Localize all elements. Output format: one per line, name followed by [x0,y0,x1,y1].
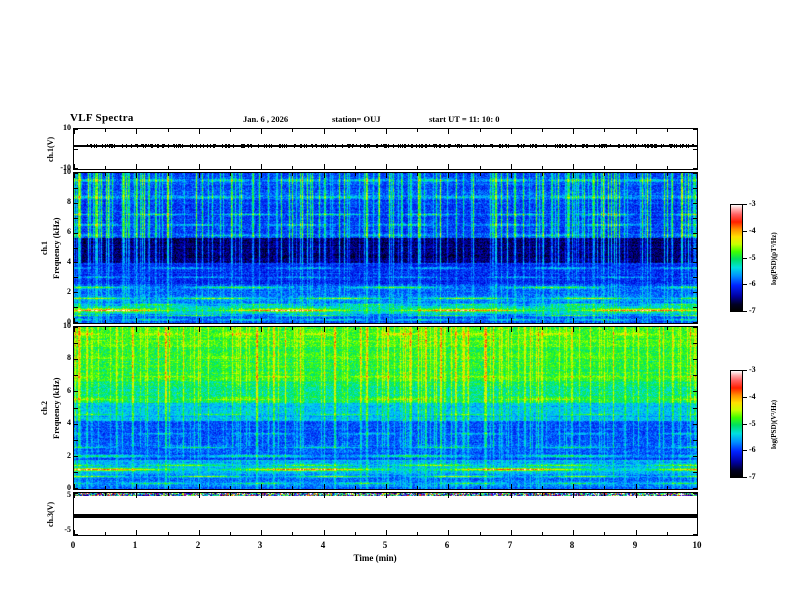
ch3-voltage-trace [74,493,697,535]
ytick-p-ch2s-2: 6 [67,386,71,395]
colorbar-tick-label-1: -4 [749,392,756,401]
colorbar-tick [743,311,747,312]
ch1-voltage-trace [74,129,697,169]
ytick-p-ch1s-5: 0 [67,317,71,326]
xtick-9: 9 [632,540,638,550]
xtick-5: 5 [382,540,388,550]
header-start-ut: start UT = 11: 10: 0 [429,114,500,124]
ytick-p-ch1s-3: 4 [67,257,71,266]
colorbar-tick [743,477,747,478]
ytick-p-ch2s-1: 8 [67,353,71,362]
xtick-0: 0 [70,540,76,550]
ylabel-ch1-channel: ch.1 [40,241,49,255]
ytick-p-ch1s-2: 6 [67,227,71,236]
colorbar-tick [743,231,747,232]
colorbar-tick-label-2: -5 [749,419,756,428]
header-date: Jan. 6 , 2026 [243,114,289,124]
panel-ch2-spectrogram [73,326,698,490]
x-axis-label: Time (min) [353,553,397,563]
xtick-10: 10 [692,540,702,550]
colorbar-tick [743,258,747,259]
ytick-ch3v-top: 5 [67,490,71,499]
colorbar-tick-label-2: -5 [749,253,756,262]
ch2-spectrogram-image [74,327,697,489]
colorbar-ch2: log(PSD)(V²/Hz) -3 -4 -5 -6 -7 [730,365,790,481]
ylabel-ch2-channel: ch.2 [40,401,49,415]
ytick-p-ch1s-1: 8 [67,197,71,206]
xtick-1: 1 [132,540,138,550]
colorbar-tick-label-1: -4 [749,226,756,235]
ch1-spectrogram-image [74,173,697,323]
colorbar-ch1-label: log(PSD)(pT²/Hz) [770,231,778,285]
colorbar-tick-label-4: -7 [749,472,756,481]
colorbar-tick [743,450,747,451]
colorbar-tick-label-4: -7 [749,306,756,315]
ylabel-ch3-voltage: ch.3(V) [46,501,55,527]
colorbar-tick-label-3: -6 [749,279,756,288]
colorbar-tick [743,204,747,205]
colorbar-tick-label-3: -6 [749,445,756,454]
colorbar-ch1-gradient [730,204,743,312]
colorbar-tick-label-0: -3 [749,365,756,374]
ytick-ch1v-bottom: -10 [60,163,71,172]
xtick-2: 2 [195,540,201,550]
xtick-4: 4 [320,540,326,550]
ytick-ch1v-top: 10 [63,123,71,132]
page-title: VLF Spectra [70,112,134,124]
colorbar-ch2-label: log(PSD)(V²/Hz) [770,399,778,449]
ylabel-ch1-voltage: ch.1(V) [46,136,55,162]
xtick-6: 6 [444,540,450,550]
colorbar-ch2-gradient [730,370,743,478]
ytick-p-ch2s-0: 10 [63,321,71,330]
colorbar-tick [743,370,747,371]
ytick-p-ch2s-4: 2 [67,451,71,460]
ytick-p-ch2s-3: 4 [67,418,71,427]
colorbar-tick-label-0: -3 [749,199,756,208]
colorbar-tick [743,284,747,285]
ytick-p-ch1s-0: 10 [63,167,71,176]
xtick-3: 3 [257,540,263,550]
xtick-7: 7 [507,540,513,550]
panel-ch1-voltage [73,128,698,170]
header-station: station= OUJ [332,114,381,124]
ytick-ch3v-bottom: -5 [64,525,71,534]
panel-ch1-spectrogram [73,172,698,324]
ytick-p-ch2s-5: 0 [67,483,71,492]
colorbar-ch1: log(PSD)(pT²/Hz) -3 -4 -5 -6 -7 [730,199,790,315]
ytick-p-ch1s-4: 2 [67,287,71,296]
colorbar-tick [743,397,747,398]
colorbar-tick [743,424,747,425]
xtick-8: 8 [569,540,575,550]
panel-ch3-voltage [73,492,698,536]
